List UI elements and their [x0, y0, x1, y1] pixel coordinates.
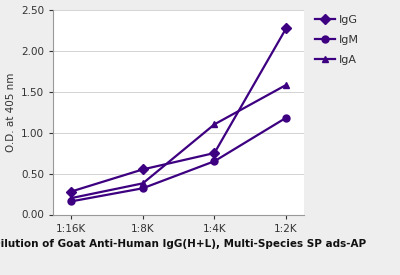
- Legend: IgG, IgM, IgA: IgG, IgM, IgA: [314, 15, 359, 65]
- IgG: [284, 27, 288, 30]
- IgA: [140, 182, 145, 185]
- IgM: [212, 160, 217, 163]
- X-axis label: Dilution of Goat Anti-Human IgG(H+L), Multi-Species SP ads-AP: Dilution of Goat Anti-Human IgG(H+L), Mu…: [0, 239, 366, 249]
- IgM: [284, 116, 288, 119]
- IgA: [212, 123, 217, 126]
- IgA: [69, 196, 74, 200]
- IgG: [212, 151, 217, 155]
- Line: IgG: IgG: [68, 25, 290, 195]
- Line: IgA: IgA: [68, 81, 290, 202]
- IgG: [69, 190, 74, 193]
- IgA: [284, 83, 288, 87]
- Line: IgM: IgM: [68, 114, 290, 205]
- Y-axis label: O.D. at 405 nm: O.D. at 405 nm: [6, 72, 16, 152]
- IgM: [140, 187, 145, 190]
- IgG: [140, 168, 145, 171]
- IgM: [69, 200, 74, 203]
